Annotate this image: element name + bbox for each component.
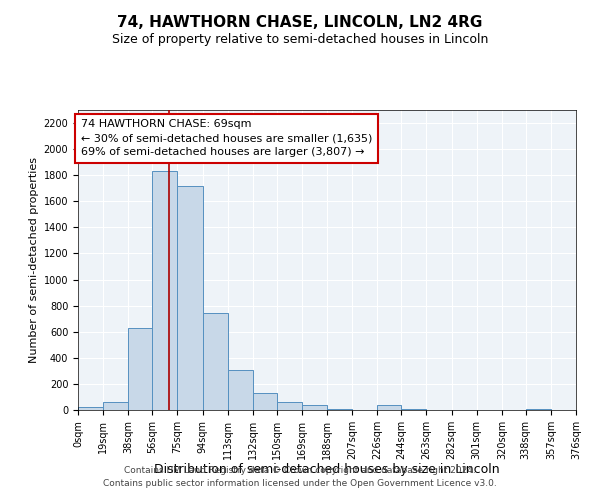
Bar — [203, 314, 227, 410]
Bar — [152, 172, 178, 410]
Text: Contains HM Land Registry data © Crown copyright and database right 2024.
Contai: Contains HM Land Registry data © Crown c… — [103, 466, 497, 487]
Text: 74, HAWTHORN CHASE, LINCOLN, LN2 4RG: 74, HAWTHORN CHASE, LINCOLN, LN2 4RG — [118, 15, 482, 30]
Text: 74 HAWTHORN CHASE: 69sqm
← 30% of semi-detached houses are smaller (1,635)
69% o: 74 HAWTHORN CHASE: 69sqm ← 30% of semi-d… — [80, 119, 372, 157]
Bar — [277, 402, 302, 410]
Bar — [103, 402, 128, 410]
Text: Size of property relative to semi-detached houses in Lincoln: Size of property relative to semi-detach… — [112, 32, 488, 46]
Y-axis label: Number of semi-detached properties: Number of semi-detached properties — [29, 157, 40, 363]
X-axis label: Distribution of semi-detached houses by size in Lincoln: Distribution of semi-detached houses by … — [154, 464, 500, 476]
Bar — [302, 406, 327, 410]
Bar — [253, 393, 277, 410]
Bar — [227, 370, 253, 410]
Bar — [78, 408, 103, 410]
Bar — [128, 328, 152, 410]
Bar — [377, 405, 401, 410]
Bar — [178, 186, 203, 410]
